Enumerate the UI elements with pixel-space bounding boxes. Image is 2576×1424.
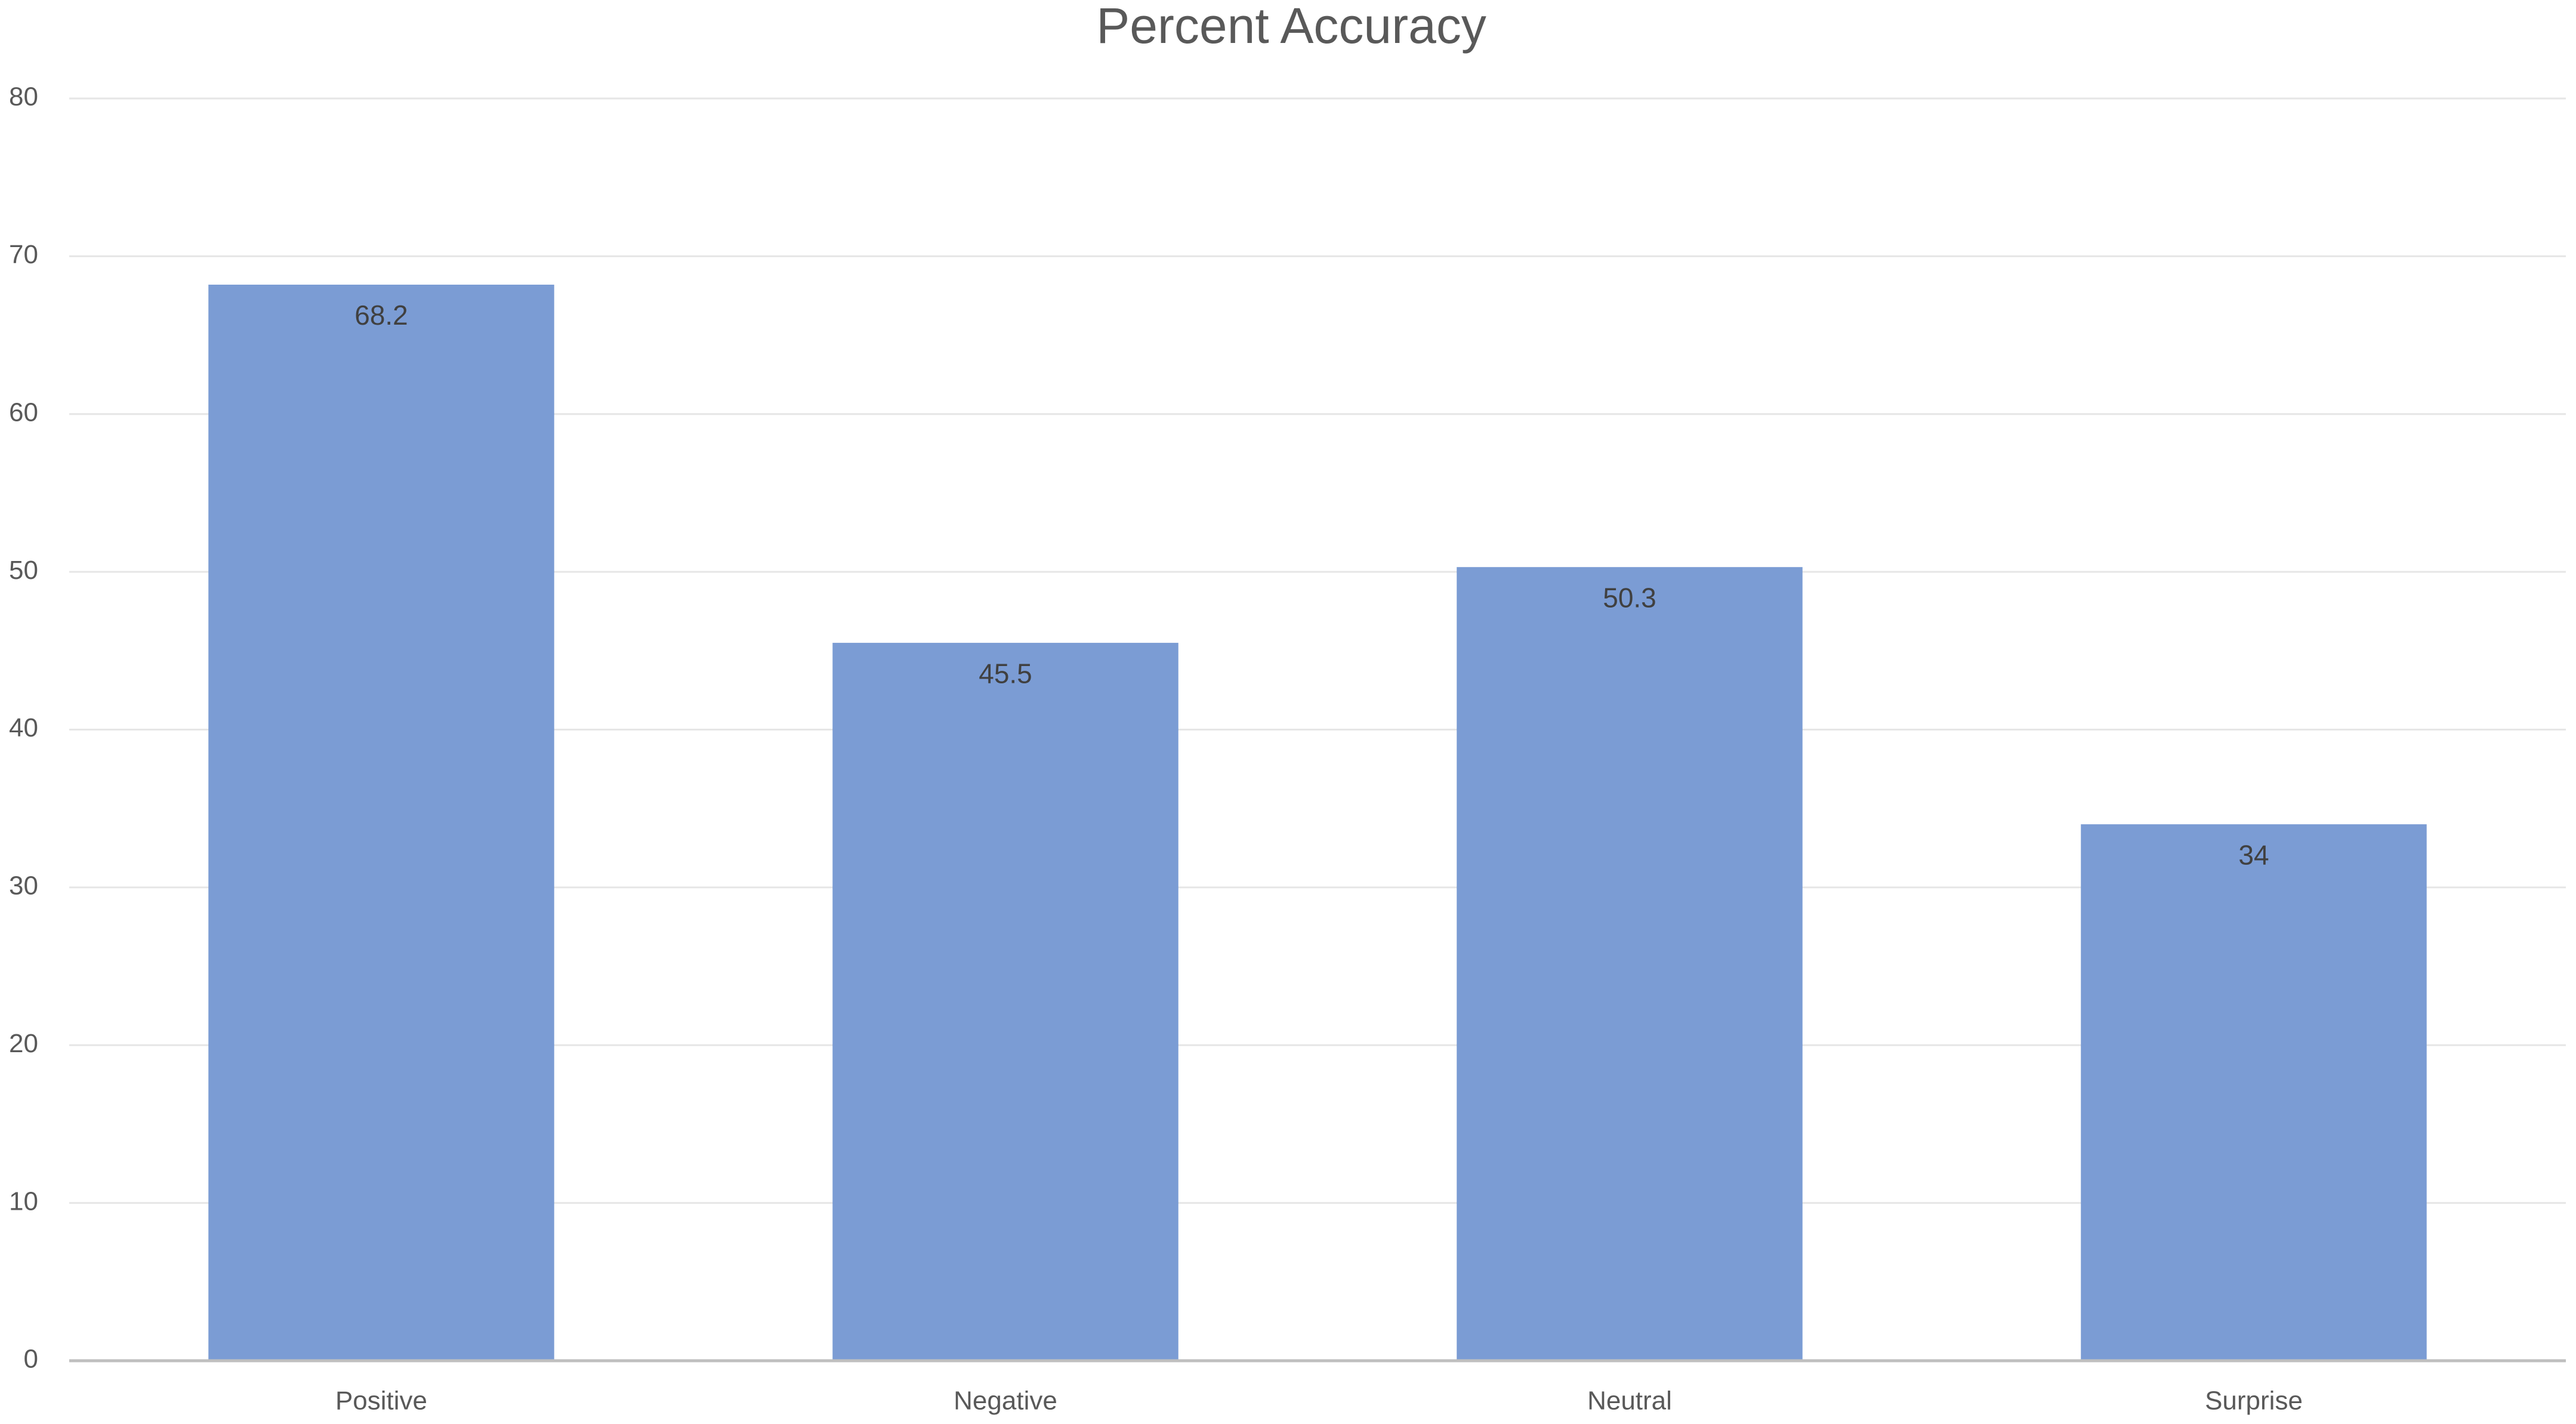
y-tick-label: 70 xyxy=(9,240,38,269)
bar xyxy=(2081,824,2427,1361)
y-tick-label: 30 xyxy=(9,871,38,901)
x-tick-label: Neutral xyxy=(1587,1386,1672,1416)
x-tick-label: Negative xyxy=(954,1386,1057,1416)
data-label: 34 xyxy=(2238,839,2269,870)
bar xyxy=(208,284,554,1361)
data-label: 50.3 xyxy=(1603,582,1656,613)
y-tick-label: 20 xyxy=(9,1029,38,1058)
data-label: 68.2 xyxy=(354,300,408,331)
y-tick-label: 0 xyxy=(24,1345,38,1374)
y-tick-label: 60 xyxy=(9,397,38,427)
x-tick-label: Positive xyxy=(335,1386,427,1416)
y-tick-label: 80 xyxy=(9,82,38,112)
y-tick-label: 50 xyxy=(9,556,38,585)
x-tick-label: Surprise xyxy=(2205,1386,2303,1416)
bar xyxy=(832,643,1179,1361)
y-tick-label: 10 xyxy=(9,1186,38,1216)
y-tick-label: 40 xyxy=(9,713,38,742)
bar xyxy=(1457,567,1803,1361)
chart-title: Percent Accuracy xyxy=(1096,0,1486,54)
data-label: 45.5 xyxy=(979,658,1032,689)
